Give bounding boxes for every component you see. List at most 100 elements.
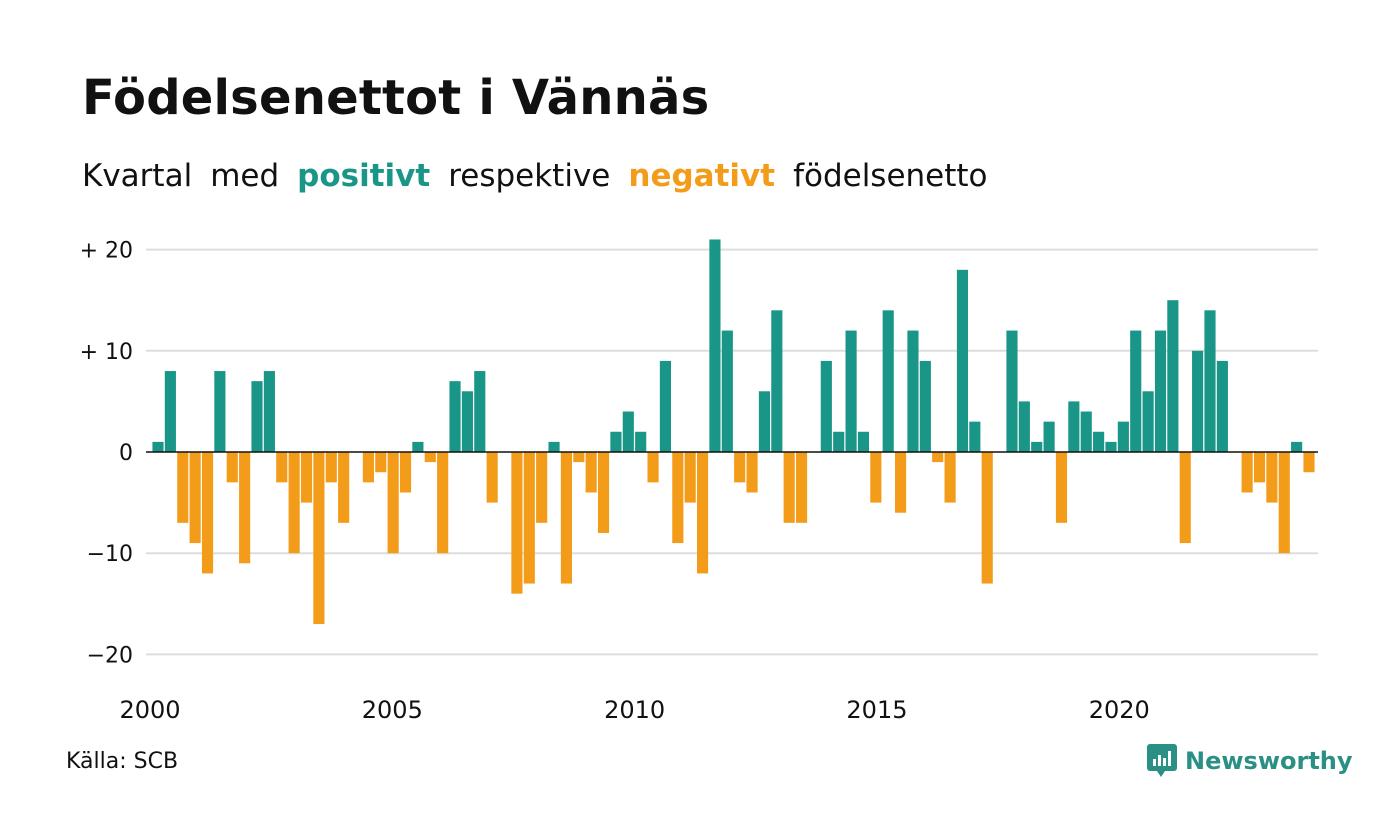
bar <box>783 452 795 523</box>
bar <box>635 431 647 452</box>
bar <box>981 452 993 584</box>
bar <box>796 452 808 523</box>
bar <box>684 452 696 503</box>
bars <box>152 239 1315 625</box>
bar <box>1105 441 1117 452</box>
bar <box>956 269 969 452</box>
bar <box>300 452 313 503</box>
subtitle-positive-word: positivt <box>297 158 431 194</box>
bar <box>412 441 424 452</box>
bar <box>461 391 473 452</box>
bar <box>152 441 164 452</box>
bar <box>536 452 548 523</box>
bar <box>1093 431 1105 452</box>
bar <box>437 452 449 554</box>
bar <box>1291 441 1303 452</box>
bar <box>424 452 436 463</box>
bar <box>1204 310 1216 452</box>
bar <box>1192 350 1204 452</box>
x-tick-label: 2010 <box>604 696 665 724</box>
bar <box>585 452 597 493</box>
bar <box>622 411 634 452</box>
bar <box>734 452 746 483</box>
y-tick-label: 0 <box>119 441 133 466</box>
subtitle-word: respektive <box>448 158 611 194</box>
bar <box>1179 452 1191 544</box>
bar <box>362 452 374 483</box>
bar <box>276 452 288 483</box>
bar <box>1031 441 1043 452</box>
bar <box>672 452 684 544</box>
bar <box>1018 401 1030 452</box>
bar <box>1253 452 1266 483</box>
subtitle-word: med <box>210 158 280 194</box>
x-axis-ticks: 2000 2005 2010 2015 2020 <box>119 696 1149 724</box>
bar <box>1043 421 1055 452</box>
bar <box>1080 411 1092 452</box>
bar <box>845 330 857 452</box>
bar <box>1117 421 1129 452</box>
bar <box>548 441 560 452</box>
bar <box>709 239 721 452</box>
bar <box>758 391 771 452</box>
bar <box>375 452 387 473</box>
bar <box>1278 452 1290 554</box>
y-tick-label: + 20 <box>80 239 133 264</box>
bar <box>1216 360 1228 452</box>
bar <box>387 452 399 554</box>
bar <box>932 452 944 463</box>
bar <box>560 452 572 584</box>
y-axis-ticks: + 20 + 10 0 −10 −20 <box>80 239 133 669</box>
x-tick-label: 2000 <box>119 696 180 724</box>
bar <box>1006 330 1018 452</box>
bar <box>573 452 585 463</box>
bar <box>610 431 622 452</box>
bar <box>944 452 956 503</box>
bar <box>1068 401 1080 452</box>
bar <box>820 360 832 452</box>
bar <box>647 452 659 483</box>
bar <box>239 452 251 564</box>
x-tick-label: 2015 <box>846 696 907 724</box>
bar <box>771 310 783 452</box>
bar <box>1154 330 1167 452</box>
gridlines <box>146 248 1318 656</box>
subtitle-word: födelsenetto <box>793 158 988 194</box>
bar <box>523 452 535 584</box>
brand-logo: Newsworthy <box>1147 744 1353 778</box>
bar <box>1266 452 1278 503</box>
bar <box>325 452 337 483</box>
source-note: Källa: SCB <box>66 749 179 774</box>
brand-name: Newsworthy <box>1185 747 1353 775</box>
bar <box>474 371 486 452</box>
chart-title: Födelsenettot i Vännäs <box>82 70 710 126</box>
bar <box>1303 452 1315 473</box>
bar <box>201 452 214 574</box>
bar <box>214 371 226 452</box>
bar <box>511 452 523 594</box>
bar <box>907 330 919 452</box>
y-tick-label: −10 <box>87 542 133 567</box>
bar <box>721 330 733 452</box>
x-tick-label: 2005 <box>362 696 423 724</box>
bar <box>696 452 709 574</box>
bar <box>313 452 325 625</box>
y-tick-label: + 10 <box>80 340 133 365</box>
bar <box>857 431 870 452</box>
bar <box>746 452 758 493</box>
bar <box>288 452 300 554</box>
bar <box>1241 452 1253 493</box>
bar <box>251 381 263 452</box>
subtitle-word: Kvartal <box>82 158 193 194</box>
chart-subtitle: Kvartal med positivt respektive negativt föde… <box>82 158 1006 194</box>
subtitle-negative-word: negativt <box>628 158 776 194</box>
bar <box>919 360 931 452</box>
bar <box>177 452 189 523</box>
bar <box>399 452 412 493</box>
bar <box>659 360 671 452</box>
bar <box>1167 300 1179 452</box>
bar <box>1142 391 1154 452</box>
bar <box>1055 452 1068 523</box>
x-tick-label: 2020 <box>1089 696 1150 724</box>
